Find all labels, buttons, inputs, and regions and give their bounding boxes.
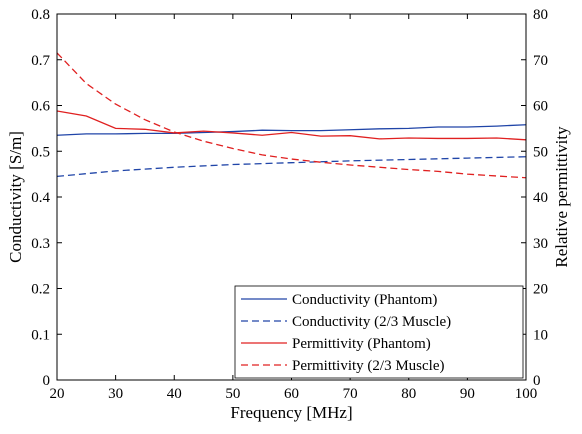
y-right-tick-label: 20 <box>533 282 548 298</box>
y-axis-left-label: Conductivity [S/m] <box>6 131 25 263</box>
legend-box <box>234 285 524 379</box>
y-right-tick-label: 10 <box>533 327 548 343</box>
y-left-tick-label: 0.6 <box>31 99 50 115</box>
y-left-tick-label: 0.3 <box>31 236 50 252</box>
x-axis-label: Frequency [MHz] <box>230 403 352 422</box>
y-right-tick-label: 0 <box>533 373 541 389</box>
y-left-tick-label: 0.2 <box>31 282 50 298</box>
x-tick-label: 60 <box>284 386 299 402</box>
x-tick-label: 20 <box>50 386 65 402</box>
x-tick-label: 100 <box>515 386 538 402</box>
y-right-tick-label: 70 <box>533 53 548 69</box>
x-tick-label: 30 <box>108 386 123 402</box>
x-tick-label: 90 <box>460 386 475 402</box>
y-left-tick-label: 0.7 <box>31 53 50 69</box>
legend-label: Permittivity (Phantom) <box>292 336 431 352</box>
y-left-tick-label: 0.8 <box>31 7 50 23</box>
y-right-tick-label: 40 <box>533 190 548 206</box>
series-layer <box>57 52 526 179</box>
y-axis-right-label: Relative permittivity <box>552 126 571 268</box>
y-left-tick-label: 0.1 <box>31 327 50 343</box>
series-line-3 <box>57 52 526 179</box>
x-tick-label: 50 <box>225 386 240 402</box>
legend-label: Conductivity (Phantom) <box>292 292 437 308</box>
legend: Conductivity (Phantom) Conductivity (2/3 … <box>234 285 524 379</box>
y-left-tick-label: 0.4 <box>31 190 50 206</box>
y-left-tick-label: 0 <box>43 373 51 389</box>
series-line-2 <box>57 110 526 141</box>
x-tick-label: 80 <box>401 386 416 402</box>
x-tick-label: 40 <box>167 386 182 402</box>
y-right-tick-label: 50 <box>533 144 548 160</box>
y-right-tick-label: 60 <box>533 99 548 115</box>
legend-label: Conductivity (2/3 Muscle) <box>292 314 451 330</box>
x-tick-label: 70 <box>343 386 358 402</box>
y-right-tick-label: 30 <box>533 236 548 252</box>
series-line-0 <box>57 124 526 136</box>
y-left-tick-label: 0.5 <box>31 144 50 160</box>
legend-label: Permittivity (2/3 Muscle) <box>292 358 444 374</box>
ticks-layer: 20 30 40 50 60 70 80 90 10000.10.20.30.40.50.60.… <box>31 7 548 402</box>
labels-layer: Frequency [MHz] Conductivity [S/m] Relat… <box>6 126 571 422</box>
series-line-1 <box>57 156 526 178</box>
y-right-tick-label: 80 <box>533 7 548 23</box>
